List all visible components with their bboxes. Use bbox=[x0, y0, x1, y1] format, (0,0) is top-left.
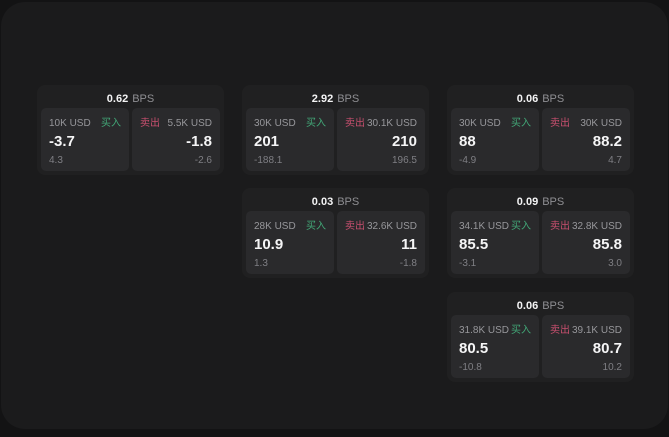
sell-side-label: 卖出 bbox=[550, 221, 570, 232]
buy-sub-value: -188.1 bbox=[254, 155, 283, 166]
sell-panel[interactable]: 卖出 39.1K USD 80.7 10.2 bbox=[542, 315, 630, 378]
sell-amount: 5.5K USD bbox=[167, 118, 212, 129]
bps-value: 0.03 bbox=[311, 195, 334, 208]
buy-side-label: 买入 bbox=[101, 118, 121, 129]
sell-side-label: 卖出 bbox=[550, 118, 570, 129]
sell-sub-value: 196.5 bbox=[391, 155, 417, 166]
bps-unit-label: BPS bbox=[542, 299, 565, 312]
buy-panel[interactable]: 30K USD 买入 201 -188.1 bbox=[246, 108, 334, 171]
bps-unit-label: BPS bbox=[132, 92, 155, 105]
bps-header: 0.62 BPS bbox=[41, 89, 220, 108]
buy-amount: 28K USD bbox=[254, 221, 296, 232]
buy-side-label: 买入 bbox=[511, 221, 531, 232]
buy-price: 85.5 bbox=[459, 235, 489, 253]
quote-card: 2.92 BPS 30K USD 买入 201 -188.1 卖出 30.1K … bbox=[242, 85, 429, 175]
sell-panel[interactable]: 卖出 5.5K USD -1.8 -2.6 bbox=[132, 108, 220, 171]
bps-header: 0.03 BPS bbox=[246, 192, 425, 211]
sell-sub-value: 10.2 bbox=[602, 362, 622, 373]
buy-panel[interactable]: 30K USD 买入 88 -4.9 bbox=[451, 108, 539, 171]
buy-amount: 10K USD bbox=[49, 118, 91, 129]
bps-unit-label: BPS bbox=[542, 92, 565, 105]
bps-value: 2.92 bbox=[311, 92, 334, 105]
sell-price: 210 bbox=[391, 132, 417, 150]
bps-value: 0.09 bbox=[516, 195, 539, 208]
bps-value: 0.62 bbox=[106, 92, 129, 105]
buy-side-label: 买入 bbox=[306, 221, 326, 232]
buy-panel[interactable]: 31.8K USD 买入 80.5 -10.8 bbox=[451, 315, 539, 378]
sell-sub-value: -2.6 bbox=[194, 155, 212, 166]
sell-amount: 30K USD bbox=[580, 118, 622, 129]
sell-amount: 39.1K USD bbox=[571, 325, 622, 336]
quote-card: 0.62 BPS 10K USD 买入 -3.7 4.3 卖出 5.5K USD… bbox=[37, 85, 224, 175]
sell-panel[interactable]: 卖出 32.8K USD 85.8 3.0 bbox=[542, 211, 630, 274]
sell-price: 11 bbox=[401, 235, 417, 253]
buy-price: 201 bbox=[254, 132, 280, 150]
app-window: 0.62 BPS 10K USD 买入 -3.7 4.3 卖出 5.5K USD… bbox=[1, 2, 668, 429]
sell-sub-value: 3.0 bbox=[608, 258, 622, 269]
buy-sub-value: 4.3 bbox=[49, 155, 63, 166]
bps-header: 0.06 BPS bbox=[451, 89, 630, 108]
buy-side-label: 买入 bbox=[511, 325, 531, 336]
sell-side-label: 卖出 bbox=[345, 118, 365, 129]
bps-header: 2.92 BPS bbox=[246, 89, 425, 108]
buy-price: -3.7 bbox=[49, 132, 75, 150]
buy-price: 88 bbox=[459, 132, 476, 150]
sell-panel[interactable]: 卖出 32.6K USD 11 -1.8 bbox=[337, 211, 425, 274]
sell-sub-value: 4.7 bbox=[608, 155, 622, 166]
quote-card: 0.06 BPS 30K USD 买入 88 -4.9 卖出 30K USD 8… bbox=[447, 85, 634, 175]
bps-unit-label: BPS bbox=[542, 195, 565, 208]
sell-side-label: 卖出 bbox=[140, 118, 160, 129]
bps-header: 0.06 BPS bbox=[451, 296, 630, 315]
buy-panel[interactable]: 10K USD 买入 -3.7 4.3 bbox=[41, 108, 129, 171]
buy-sub-value: -10.8 bbox=[459, 362, 482, 373]
bps-unit-label: BPS bbox=[337, 92, 360, 105]
sell-side-label: 卖出 bbox=[345, 221, 365, 232]
sell-price: 80.7 bbox=[592, 339, 622, 357]
buy-side-label: 买入 bbox=[306, 118, 326, 129]
quote-card: 0.09 BPS 34.1K USD 买入 85.5 -3.1 卖出 32.8K… bbox=[447, 188, 634, 278]
buy-price: 80.5 bbox=[459, 339, 489, 357]
sell-side-label: 卖出 bbox=[550, 325, 570, 336]
buy-amount: 34.1K USD bbox=[459, 221, 510, 232]
sell-panel[interactable]: 卖出 30K USD 88.2 4.7 bbox=[542, 108, 630, 171]
sell-price: -1.8 bbox=[186, 132, 212, 150]
buy-amount: 30K USD bbox=[459, 118, 501, 129]
sell-sub-value: -1.8 bbox=[399, 258, 417, 269]
sell-panel[interactable]: 卖出 30.1K USD 210 196.5 bbox=[337, 108, 425, 171]
quote-card: 0.06 BPS 31.8K USD 买入 80.5 -10.8 卖出 39.1… bbox=[447, 292, 634, 382]
buy-sub-value: -4.9 bbox=[459, 155, 477, 166]
buy-panel[interactable]: 34.1K USD 买入 85.5 -3.1 bbox=[451, 211, 539, 274]
buy-amount: 31.8K USD bbox=[459, 325, 510, 336]
quote-card: 0.03 BPS 28K USD 买入 10.9 1.3 卖出 32.6K US… bbox=[242, 188, 429, 278]
buy-panel[interactable]: 28K USD 买入 10.9 1.3 bbox=[246, 211, 334, 274]
sell-price: 88.2 bbox=[592, 132, 622, 150]
buy-price: 10.9 bbox=[254, 235, 284, 253]
sell-price: 85.8 bbox=[592, 235, 622, 253]
buy-amount: 30K USD bbox=[254, 118, 296, 129]
bps-value: 0.06 bbox=[516, 92, 539, 105]
sell-amount: 32.6K USD bbox=[366, 221, 417, 232]
buy-sub-value: -3.1 bbox=[459, 258, 477, 269]
buy-side-label: 买入 bbox=[511, 118, 531, 129]
sell-amount: 30.1K USD bbox=[366, 118, 417, 129]
sell-amount: 32.8K USD bbox=[571, 221, 622, 232]
bps-unit-label: BPS bbox=[337, 195, 360, 208]
buy-sub-value: 1.3 bbox=[254, 258, 268, 269]
bps-header: 0.09 BPS bbox=[451, 192, 630, 211]
bps-value: 0.06 bbox=[516, 299, 539, 312]
